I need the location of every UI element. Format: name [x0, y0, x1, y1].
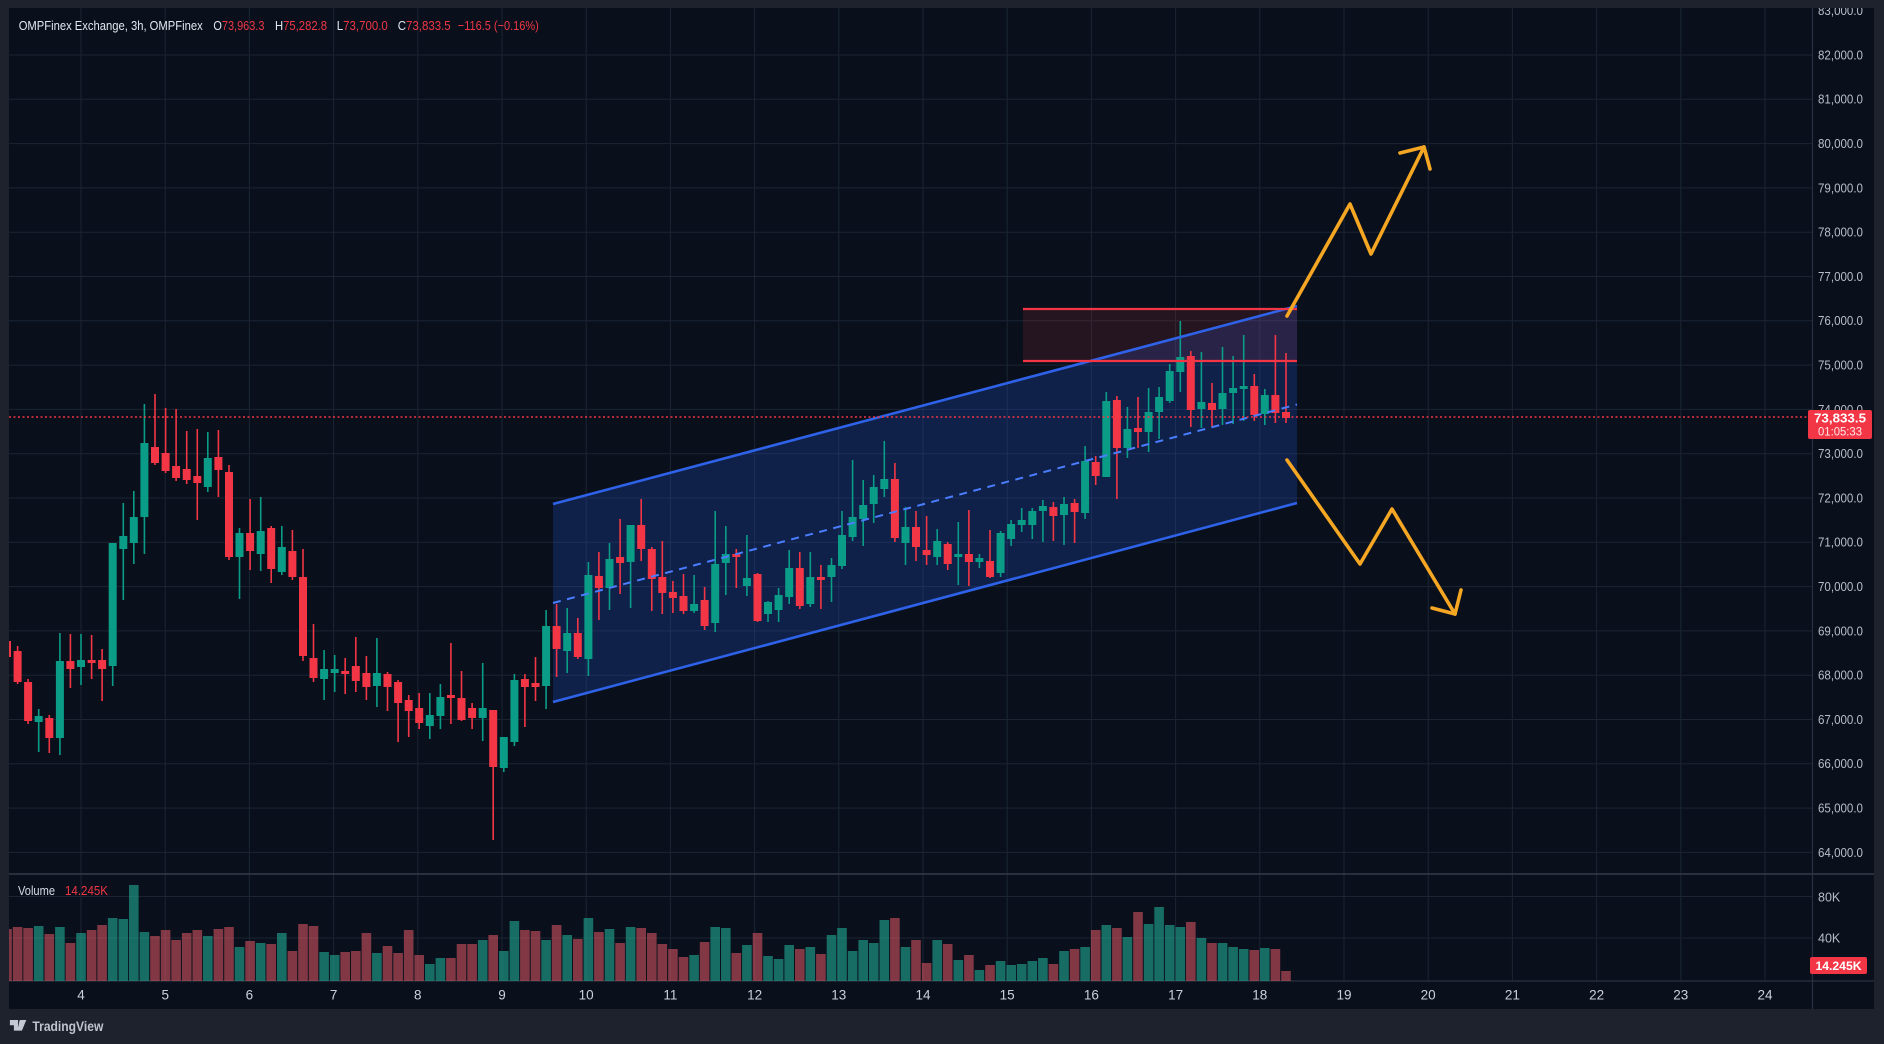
svg-text:10: 10: [579, 988, 594, 1003]
svg-text:7: 7: [330, 988, 338, 1003]
svg-text:65,000.0: 65,000.0: [1818, 802, 1863, 816]
svg-text:73,000.0: 73,000.0: [1818, 447, 1863, 461]
svg-text:11: 11: [663, 988, 677, 1003]
svg-text:68,000.0: 68,000.0: [1818, 669, 1863, 683]
svg-text:20: 20: [1421, 988, 1436, 1003]
svg-text:14.245K: 14.245K: [1816, 959, 1862, 973]
svg-text:23: 23: [1673, 988, 1688, 1003]
svg-text:L73,700.0: L73,700.0: [337, 18, 388, 33]
svg-text:19: 19: [1336, 988, 1351, 1003]
svg-text:79,000.0: 79,000.0: [1818, 181, 1863, 195]
svg-text:24: 24: [1757, 988, 1773, 1003]
svg-text:14: 14: [915, 988, 931, 1003]
svg-text:12: 12: [747, 988, 762, 1003]
svg-text:66,000.0: 66,000.0: [1818, 757, 1863, 771]
svg-text:4: 4: [77, 988, 85, 1003]
svg-text:76,000.0: 76,000.0: [1818, 314, 1863, 328]
svg-text:70,000.0: 70,000.0: [1818, 580, 1863, 594]
svg-text:01:05:33: 01:05:33: [1818, 427, 1862, 439]
svg-text:64,000.0: 64,000.0: [1818, 846, 1863, 860]
svg-text:80K: 80K: [1818, 891, 1841, 905]
svg-text:C73,833.5: C73,833.5: [398, 18, 451, 33]
svg-text:H75,282.8: H75,282.8: [275, 18, 327, 33]
svg-text:13: 13: [831, 988, 846, 1003]
svg-text:O73,963.3: O73,963.3: [213, 18, 264, 33]
svg-text:72,000.0: 72,000.0: [1818, 491, 1863, 505]
svg-text:17: 17: [1168, 988, 1183, 1003]
svg-text:82,000.0: 82,000.0: [1818, 48, 1863, 62]
svg-text:5: 5: [161, 988, 169, 1003]
svg-text:75,000.0: 75,000.0: [1818, 359, 1863, 373]
svg-text:8: 8: [414, 988, 422, 1003]
svg-text:6: 6: [246, 988, 254, 1003]
svg-text:77,000.0: 77,000.0: [1818, 270, 1863, 284]
svg-text:9: 9: [498, 988, 506, 1003]
svg-text:Volume: Volume: [18, 884, 55, 898]
svg-text:40K: 40K: [1818, 932, 1841, 946]
svg-text:−116.5 (−0.16%): −116.5 (−0.16%): [458, 18, 539, 33]
svg-text:16: 16: [1084, 988, 1099, 1003]
svg-text:73,833.5: 73,833.5: [1814, 411, 1866, 426]
svg-text:15: 15: [1000, 988, 1015, 1003]
svg-text:18: 18: [1252, 988, 1267, 1003]
svg-text:80,000.0: 80,000.0: [1818, 137, 1863, 151]
svg-text:OMPFinex Exchange, 3h, OMPFine: OMPFinex Exchange, 3h, OMPFinex: [19, 18, 203, 33]
svg-text:69,000.0: 69,000.0: [1818, 624, 1863, 638]
svg-text:22: 22: [1589, 988, 1604, 1003]
svg-text:14.245K: 14.245K: [65, 884, 109, 898]
svg-text:71,000.0: 71,000.0: [1818, 536, 1863, 550]
svg-text:67,000.0: 67,000.0: [1818, 713, 1863, 727]
svg-text:81,000.0: 81,000.0: [1818, 93, 1863, 107]
svg-text:78,000.0: 78,000.0: [1818, 226, 1863, 240]
svg-text:21: 21: [1505, 988, 1520, 1003]
svg-text:TradingView: TradingView: [32, 1018, 103, 1034]
